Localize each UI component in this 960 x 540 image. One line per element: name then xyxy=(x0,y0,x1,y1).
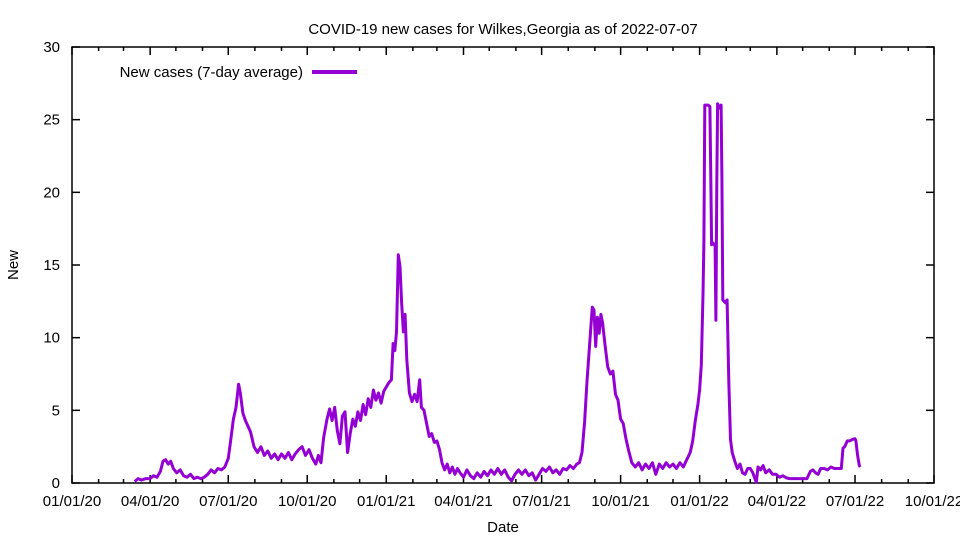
x-tick-label: 07/01/22 xyxy=(826,493,884,510)
chart-title: COVID-19 new cases for Wilkes,Georgia as… xyxy=(308,21,697,38)
x-tick-label: 10/01/21 xyxy=(591,493,649,510)
x-tick-label: 04/01/21 xyxy=(434,493,492,510)
y-tick-label: 0 xyxy=(52,475,60,492)
plot-border xyxy=(71,46,935,484)
legend: New cases (7-day average) xyxy=(120,64,357,81)
x-tick-label: 01/01/22 xyxy=(670,493,728,510)
y-tick-label: 20 xyxy=(43,184,60,201)
y-tick-label: 15 xyxy=(43,257,60,274)
x-tick-label: 01/01/20 xyxy=(43,493,101,510)
series-line xyxy=(133,102,862,484)
x-axis-label: Date xyxy=(487,519,519,536)
x-tick-label: 01/01/21 xyxy=(357,493,415,510)
y-axis-ticks: 0 5 10 15 20 25 30 xyxy=(43,39,934,492)
y-tick-label: 25 xyxy=(43,112,60,129)
y-tick-label: 30 xyxy=(43,39,60,56)
y-tick-label: 5 xyxy=(52,402,60,419)
x-tick-label: 07/01/20 xyxy=(199,493,257,510)
x-tick-label: 04/01/22 xyxy=(748,493,806,510)
x-tick-label: 07/01/21 xyxy=(512,493,570,510)
legend-label: New cases (7-day average) xyxy=(120,64,303,81)
x-tick-label: 10/01/22 xyxy=(905,493,960,510)
y-axis-label: New xyxy=(5,250,22,280)
x-axis-ticks: 01/01/20 04/01/20 07/01/20 10/01/20 01/01/21… xyxy=(43,47,960,510)
x-tick-label: 10/01/20 xyxy=(278,493,336,510)
y-tick-label: 10 xyxy=(43,330,60,347)
x-tick-label: 04/01/20 xyxy=(121,493,179,510)
